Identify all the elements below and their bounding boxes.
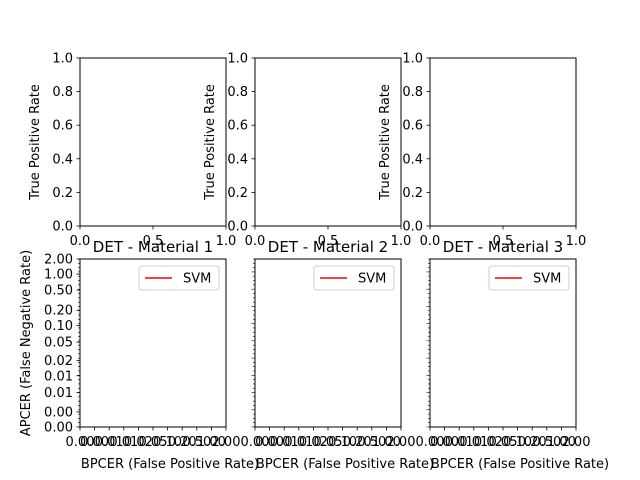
legend: SVM xyxy=(138,265,220,291)
panel-roc-1: 0.0 0.5 1.0 0.0 0.2 0.4 0.6 0.8 1.0 True Positive… xyxy=(28,52,236,250)
x-tick-label: 0.20 xyxy=(168,435,197,450)
y-tick-label: 0.8 xyxy=(227,85,248,100)
x-tick-label: 0.02 xyxy=(124,435,153,450)
x-tick-label: 0.02 xyxy=(299,435,328,450)
y-axis-label: True Positive Rate xyxy=(203,84,218,201)
y-tick-label: 1.0 xyxy=(402,52,423,67)
y-tick-label: 0.10 xyxy=(44,319,73,334)
y-tick-label: 0.00 xyxy=(44,421,73,436)
y-tick-label: 0.4 xyxy=(227,152,248,167)
x-tick-label: 0.10 xyxy=(503,435,532,450)
x-tick-label: 1.00 xyxy=(547,435,576,450)
x-axis-label: BPCER (False Positive Rate) xyxy=(256,457,434,472)
legend-box xyxy=(488,265,570,291)
x-tick-label: 0.05 xyxy=(139,435,168,450)
x-axis-label: BPCER (False Positive Rate) xyxy=(81,457,259,472)
y-tick-label: 0.0 xyxy=(402,220,423,235)
y-tick-label: 0.4 xyxy=(402,152,423,167)
y-tick-label: 0.6 xyxy=(52,119,73,134)
y-tick-label: 0.20 xyxy=(44,304,73,319)
y-tick-label: 0.01 xyxy=(44,369,73,384)
x-tick-label: 0.5 xyxy=(493,234,514,249)
x-tick-label: 0.00 xyxy=(66,435,95,450)
y-tick-label: 1.0 xyxy=(52,52,73,67)
x-tick-label: 0.01 xyxy=(109,435,138,450)
y-tick-label: 0.00 xyxy=(44,405,73,420)
x-tick-label: 1.00 xyxy=(197,435,226,450)
y-tick-label: 0.2 xyxy=(227,186,248,201)
x-tick-label: 1.0 xyxy=(566,234,587,249)
x-tick-label: 0.00 xyxy=(80,435,109,450)
x-tick-label: 0.50 xyxy=(532,435,561,450)
x-tick-label: 0.5 xyxy=(143,234,164,249)
x-tick-label: 0.0 xyxy=(420,234,441,249)
x-tick-label: 0.10 xyxy=(153,435,182,450)
x-tick-label: 0.00 xyxy=(255,435,284,450)
axes-frame xyxy=(429,57,577,227)
y-tick-label: 0.8 xyxy=(402,85,423,100)
panel-det-1: 0.000.000.010.010.020.050.100.200.501.00… xyxy=(19,238,259,472)
legend-label: SVM xyxy=(358,272,386,287)
y-tick-label: 0.50 xyxy=(44,284,73,299)
y-tick-label: 0.6 xyxy=(402,119,423,134)
x-tick-label: 0.0 xyxy=(245,234,266,249)
x-tick-label: 1.0 xyxy=(391,234,412,249)
x-tick-label: 0.01 xyxy=(445,435,474,450)
y-tick-label: 0.0 xyxy=(52,220,73,235)
x-tick-label: 0.50 xyxy=(182,435,211,450)
x-tick-label: 2.00 xyxy=(562,435,591,450)
x-tick-label: 0.05 xyxy=(489,435,518,450)
x-tick-label: 0.01 xyxy=(459,435,488,450)
y-tick-label: 0.2 xyxy=(402,186,423,201)
y-axis-label: APCER (False Negative Rate) xyxy=(19,250,34,436)
y-tick-label: 0.8 xyxy=(52,85,73,100)
y-axis-label: True Positive Rate xyxy=(378,84,393,201)
x-tick-label: 1.0 xyxy=(216,234,237,249)
y-tick-label: 0.4 xyxy=(52,152,73,167)
x-tick-label: 0.5 xyxy=(318,234,339,249)
y-tick-label: 0.6 xyxy=(227,119,248,134)
legend-box xyxy=(313,265,395,291)
y-tick-label: 0.2 xyxy=(52,186,73,201)
y-tick-label: 2.00 xyxy=(44,253,73,268)
x-tick-label: 0.05 xyxy=(314,435,343,450)
x-tick-label: 0.02 xyxy=(474,435,503,450)
chart-title: DET - Material 2 xyxy=(268,238,388,256)
x-tick-label: 0.0 xyxy=(70,234,91,249)
x-tick-label: 0.00 xyxy=(241,435,270,450)
x-tick-label: 0.20 xyxy=(343,435,372,450)
x-tick-label: 2.00 xyxy=(212,435,241,450)
x-tick-label: 0.01 xyxy=(270,435,299,450)
y-tick-label: 0.05 xyxy=(44,336,73,351)
x-axis-label: BPCER (False Positive Rate) xyxy=(431,457,609,472)
y-tick-label: 0.0 xyxy=(227,220,248,235)
chart-title: DET - Material 3 xyxy=(443,238,563,256)
chart-title: DET - Material 1 xyxy=(93,238,213,256)
legend: SVM xyxy=(313,265,395,291)
x-tick-label: 0.20 xyxy=(518,435,547,450)
x-tick-label: 0.01 xyxy=(284,435,313,450)
x-tick-label: 0.00 xyxy=(430,435,459,450)
legend-box xyxy=(138,265,220,291)
y-tick-label: 1.00 xyxy=(44,268,73,283)
panel-det-2: 0.000.000.010.010.020.050.100.200.501.00… xyxy=(241,238,435,472)
y-tick-label: 0.02 xyxy=(44,354,73,369)
panel-det-3: 0.000.000.010.010.020.050.100.200.501.00… xyxy=(416,238,610,472)
legend: SVM xyxy=(488,265,570,291)
x-tick-label: 0.50 xyxy=(357,435,386,450)
x-tick-label: 2.00 xyxy=(387,435,416,450)
y-tick-label: 1.0 xyxy=(227,52,248,67)
y-tick-label: 0.01 xyxy=(44,386,73,401)
legend-label: SVM xyxy=(533,272,561,287)
x-tick-label: 0.10 xyxy=(328,435,357,450)
x-tick-label: 0.01 xyxy=(95,435,124,450)
legend-label: SVM xyxy=(183,272,211,287)
y-axis-label: True Positive Rate xyxy=(28,84,43,201)
x-tick-label: 0.00 xyxy=(416,435,445,450)
x-tick-label: 1.00 xyxy=(372,435,401,450)
